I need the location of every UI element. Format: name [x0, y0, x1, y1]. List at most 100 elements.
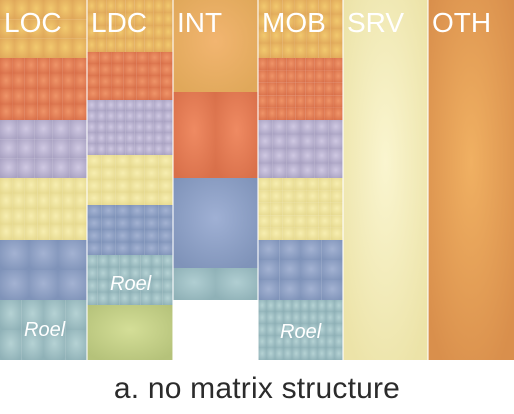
treemap-cell [0, 209, 13, 225]
treemap-cell [215, 92, 258, 178]
treemap-cell [37, 73, 50, 89]
treemap-cell [153, 39, 164, 52]
treemap-cell [153, 0, 164, 13]
treemap-cell [0, 270, 29, 300]
treemap-cell [87, 52, 100, 64]
treemap-cell [163, 100, 173, 111]
treemap-cell [275, 312, 284, 324]
treemap-cell [130, 280, 141, 293]
treemap-cell [125, 111, 135, 122]
treemap-cell [306, 190, 319, 203]
treemap-cell [279, 280, 301, 300]
treemap-cell [106, 100, 116, 111]
treemap-cell [87, 0, 97, 13]
treemap-cell [123, 76, 137, 88]
block-int-1 [173, 92, 258, 178]
treemap-cell [130, 242, 145, 255]
treemap-cell [295, 107, 306, 120]
treemap-cell [140, 292, 152, 305]
treemap-cell [151, 280, 163, 293]
treemap-cell [74, 73, 87, 89]
treemap-cell [125, 122, 135, 133]
treemap-cell [305, 58, 315, 71]
treemap-cell [306, 0, 319, 15]
treemap-cell [96, 122, 107, 133]
treemap-cell [134, 111, 145, 122]
treemap-cell [270, 190, 283, 203]
treemap-cell [258, 58, 268, 71]
overlay-label-loc: Roel [24, 319, 66, 341]
treemap-cell [282, 227, 295, 240]
treemap-cell [215, 268, 258, 300]
treemap-cell [101, 205, 116, 218]
treemap-cell [148, 76, 161, 88]
treemap-cell [272, 163, 287, 178]
treemap-cell [130, 292, 141, 305]
treemap-cell [314, 82, 325, 96]
treemap-cell [97, 267, 109, 280]
treemap-cell [58, 240, 87, 270]
treemap-cell [34, 120, 53, 140]
treemap-cell [153, 111, 164, 122]
treemap-cell [115, 13, 126, 26]
treemap-cell [283, 336, 292, 348]
block-ldc-2 [87, 100, 173, 155]
block-mob-0 [258, 0, 343, 58]
column-divider [86, 0, 88, 360]
treemap-cell [58, 38, 73, 58]
treemap-cell [295, 82, 306, 96]
treemap-cell [115, 122, 126, 133]
treemap-cell [87, 217, 102, 230]
treemap-cell [74, 193, 87, 209]
treemap-cell [72, 19, 87, 39]
treemap-cell [0, 158, 18, 178]
treemap-cell [74, 224, 87, 240]
treemap-cell [87, 192, 102, 205]
treemap-cell [258, 300, 267, 312]
treemap-cell [258, 227, 271, 240]
treemap-cell [62, 224, 75, 240]
column-label-loc: LOC [4, 7, 62, 38]
treemap-cell [106, 122, 116, 133]
treemap-cell [144, 217, 159, 230]
treemap-cell [163, 13, 173, 26]
treemap-cell [173, 0, 258, 92]
treemap-cell [115, 133, 126, 144]
treemap-cell [328, 120, 343, 135]
treemap-cell [0, 19, 15, 39]
treemap-cell [148, 64, 161, 76]
treemap-cell [328, 163, 343, 178]
treemap-cell [318, 29, 331, 44]
treemap-cell [119, 280, 130, 293]
treemap-cell [309, 348, 318, 360]
block-ldc-5 [87, 255, 173, 305]
treemap-cell [282, 202, 295, 216]
treemap-cell [12, 224, 25, 240]
block-ldc-1 [87, 52, 173, 100]
treemap-cell [0, 300, 22, 330]
treemap-cell [300, 163, 315, 178]
treemap-cell [72, 38, 87, 58]
treemap-cell [270, 227, 283, 240]
treemap-cell [317, 336, 326, 348]
treemap-cell [330, 190, 343, 203]
treemap-cell [333, 70, 343, 83]
treemap-cell [87, 280, 98, 293]
treemap-cell [292, 324, 301, 336]
column-divider [427, 0, 429, 360]
treemap-cell [108, 255, 120, 268]
treemap-cell [328, 149, 343, 164]
treemap-cell [314, 149, 329, 164]
treemap-cell [300, 134, 315, 149]
treemap-cell [314, 58, 325, 71]
treemap-cell [270, 29, 283, 44]
treemap-cell [314, 163, 329, 178]
treemap-cell [317, 300, 326, 312]
treemap-cell [24, 104, 38, 120]
treemap-cell [34, 139, 53, 159]
treemap-cell [115, 192, 130, 205]
treemap-cell [37, 224, 50, 240]
treemap-cell [258, 215, 271, 228]
treemap-cell [144, 242, 159, 255]
treemap-cell [37, 193, 50, 209]
